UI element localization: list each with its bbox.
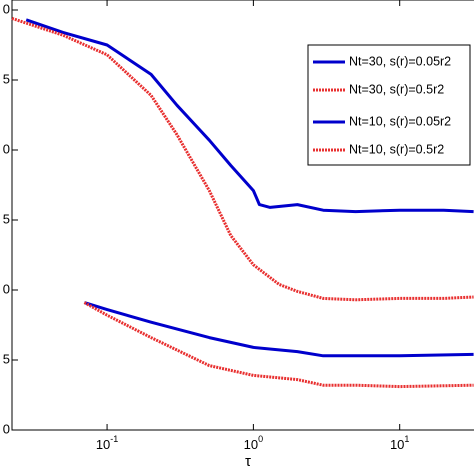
y-tick-label: 5	[3, 211, 10, 226]
series-line	[25, 18, 474, 214]
x-tick-exponent: 1	[404, 434, 409, 444]
series-line	[83, 301, 474, 358]
x-tick-exponent: -1	[110, 434, 118, 444]
series-line	[11, 16, 474, 302]
y-tick-label: 5	[3, 351, 10, 366]
x-tick-label: 100	[244, 434, 263, 452]
x-tick-base: 10	[244, 437, 258, 452]
legend-label: Nt=10, s(r)=0.05r2	[349, 114, 451, 128]
y-tick-label: 0	[3, 421, 10, 436]
x-tick-base: 10	[96, 437, 110, 452]
x-axis-label: τ	[245, 453, 251, 470]
legend-label: Nt=30, s(r)=0.05r2	[349, 54, 451, 68]
x-tick-base: 10	[390, 437, 404, 452]
x-tick-exponent: 0	[258, 434, 263, 444]
legend-box	[307, 44, 471, 166]
y-tick-label: 5	[3, 71, 10, 86]
legend-label: Nt=10, s(r)=0.5r2	[349, 142, 444, 156]
series-line	[83, 301, 474, 389]
y-tick-label: 0	[3, 1, 10, 16]
y-tick-label: 0	[3, 281, 10, 296]
y-tick-label: 0	[3, 141, 10, 156]
x-tick-label: 10-1	[96, 434, 118, 452]
legend-label: Nt=30, s(r)=0.5r2	[349, 82, 444, 96]
x-tick-label: 101	[390, 434, 409, 452]
plot-frame	[11, 0, 474, 431]
